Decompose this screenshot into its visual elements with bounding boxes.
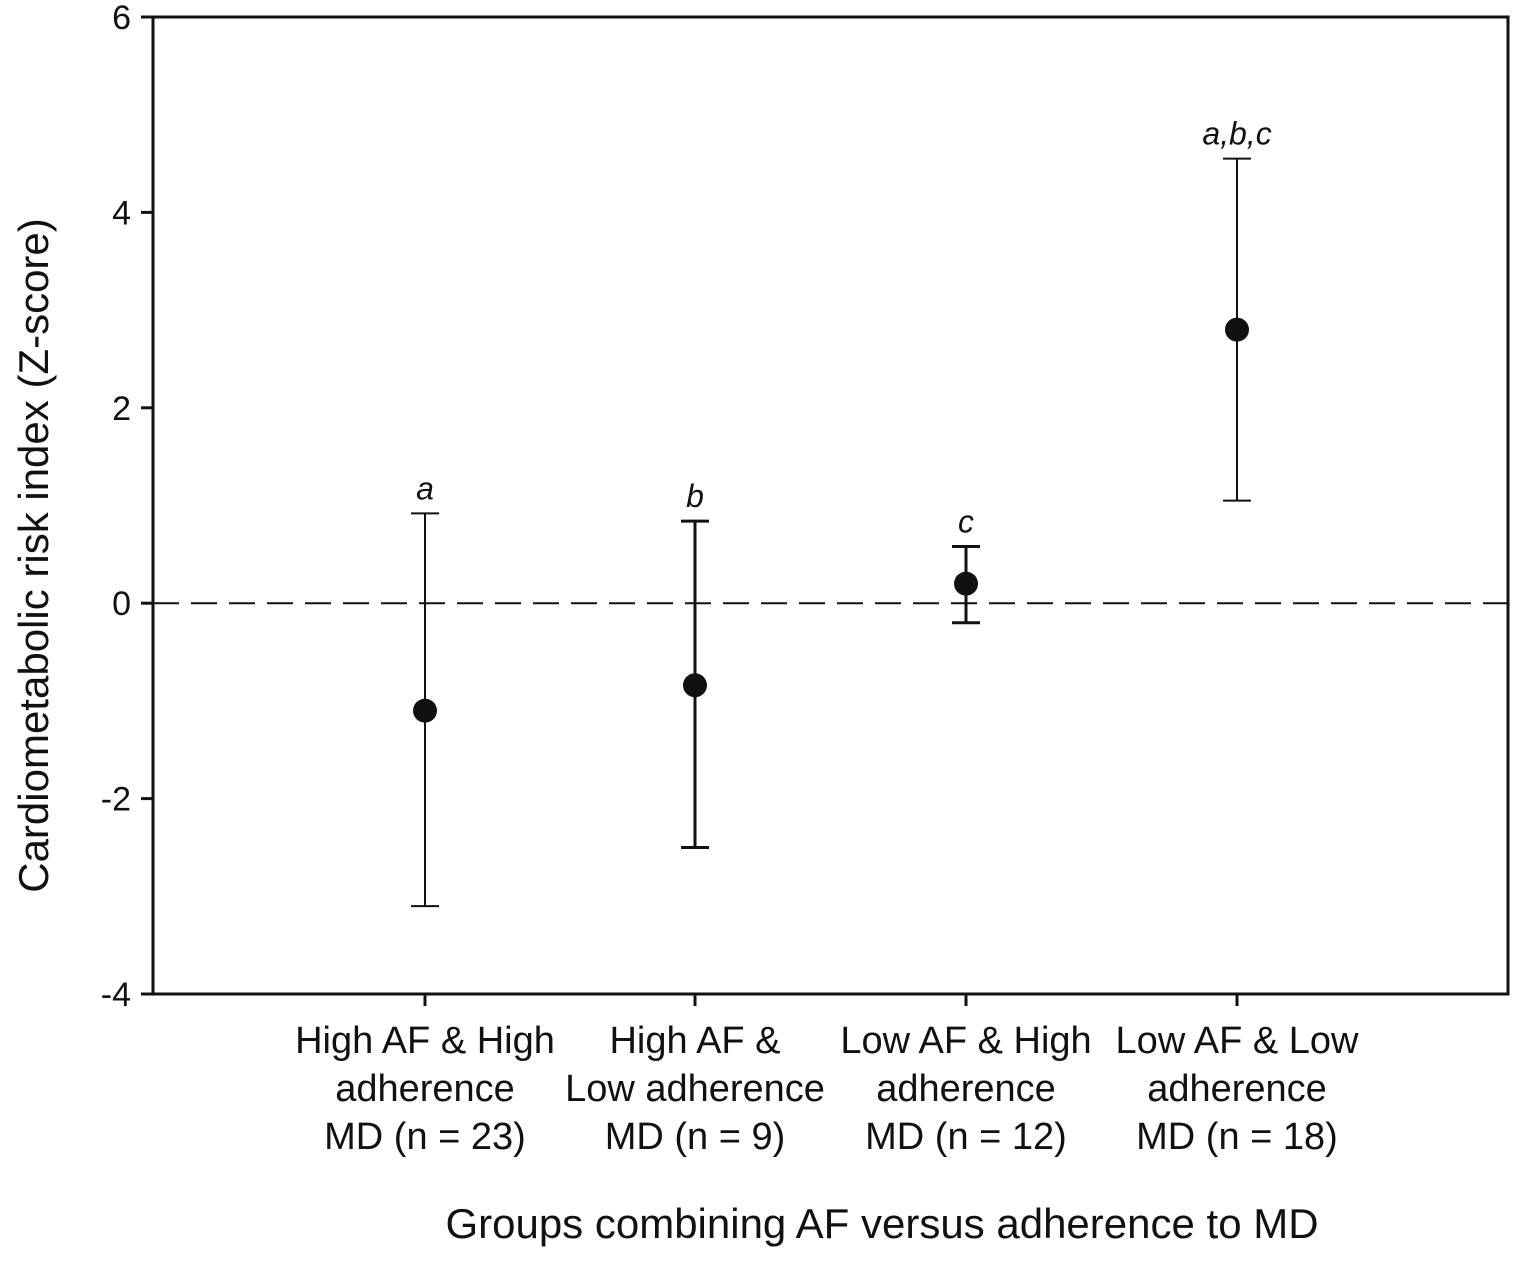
x-category-label-line: adherence [876,1068,1056,1110]
y-tick-label: -2 [101,781,131,819]
significance-label: a [416,470,434,506]
significance-label: b [686,478,704,514]
y-tick-label: 4 [112,194,131,232]
significance-label: a,b,c [1202,116,1271,152]
x-category-label: Low AF & High adherence MD (n = 12) [840,1020,1091,1158]
x-category-label-line: MD (n = 12) [865,1116,1067,1158]
x-category-label-line: adherence [335,1068,515,1110]
data-point [1225,317,1249,342]
y-tick-label: -4 [101,976,131,1014]
x-category-label-line: MD (n = 18) [1136,1116,1338,1158]
x-category-label-line: High AF & [609,1020,780,1062]
y-tick-label: 2 [112,390,131,428]
x-category-label-line: MD (n = 9) [605,1116,786,1158]
y-axis-ticks: -4 -2 0 2 4 6 [101,0,153,1014]
x-axis-ticks [423,994,1239,1006]
x-category-label-line: Low AF & Low [1116,1020,1359,1062]
significance-labels-layer: a b c a,b,c [416,116,1272,540]
y-tick-label: 6 [112,0,131,37]
x-category-label-line: High AF & High [295,1020,555,1062]
x-category-label: High AF & Low adherence MD (n = 9) [565,1020,825,1158]
data-point [683,673,707,698]
x-category-labels: High AF & High adherence MD (n = 23)High A… [295,1020,1359,1158]
x-axis-title: Groups combining AF versus adherence to … [445,1200,1318,1247]
data-point [413,698,437,723]
y-axis-title: Cardiometabolic risk index (Z-score) [10,218,57,893]
y-tick-label: 0 [112,585,131,623]
significance-label: c [958,504,974,540]
x-category-label: High AF & High adherence MD (n = 23) [295,1020,555,1158]
x-category-label-line: MD (n = 23) [324,1116,526,1158]
x-category-label-line: Low AF & High [840,1020,1091,1062]
data-point [954,571,978,596]
points-layer [413,317,1249,723]
x-category-label-line: Low adherence [565,1068,825,1110]
error-bars-layer [411,157,1251,908]
x-category-label: Low AF & Low adherence MD (n = 18) [1116,1020,1359,1158]
plot-frame [151,15,1510,996]
x-category-label-line: adherence [1147,1068,1327,1110]
